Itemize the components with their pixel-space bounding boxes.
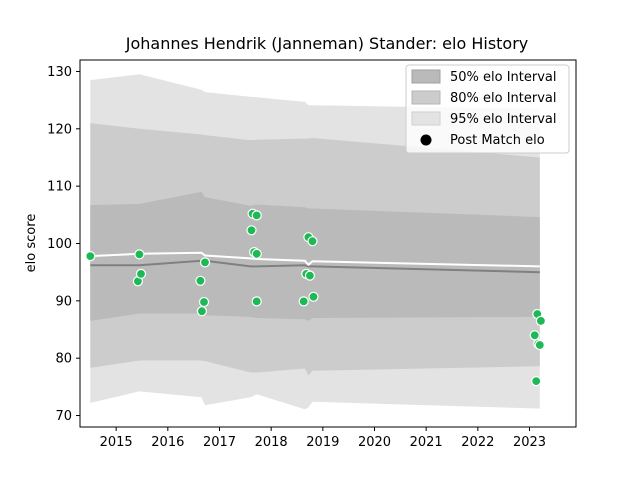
legend-label: 80% elo Interval xyxy=(450,91,557,106)
legend-label: 95% elo Interval xyxy=(450,112,557,127)
x-tick-label: 2015 xyxy=(100,435,133,450)
band-50-interval xyxy=(90,191,540,321)
legend-label: 50% elo Interval xyxy=(450,70,557,85)
legend-swatch-95 xyxy=(411,111,441,126)
post-match-elo-point xyxy=(85,251,96,262)
mean-elo-line xyxy=(90,259,540,274)
post-match-elo-point xyxy=(529,330,540,341)
legend-marker-post-match xyxy=(420,134,432,146)
chart-title: Johannes Hendrik (Janneman) Stander: elo… xyxy=(125,34,529,53)
post-match-elo-point xyxy=(195,275,206,286)
post-match-elo-point xyxy=(196,306,207,317)
post-match-elo-point xyxy=(135,268,147,279)
legend-box xyxy=(405,64,570,154)
post-match-elo-point xyxy=(535,315,547,326)
post-match-elo-point xyxy=(308,291,319,302)
post-match-elo-point xyxy=(531,376,542,387)
y-tick-label: 80 xyxy=(55,352,72,367)
post-match-elo-point xyxy=(134,249,145,260)
y-tick-label: 70 xyxy=(55,409,72,424)
x-tick-label: 2017 xyxy=(203,435,236,450)
y-tick-label: 120 xyxy=(47,122,72,137)
post-match-elo-point xyxy=(251,296,262,307)
legend-swatch-80 xyxy=(411,90,441,105)
post-match-elo-point xyxy=(298,296,309,307)
median-elo-line xyxy=(90,251,540,268)
y-tick-label: 110 xyxy=(47,180,72,195)
x-tick-label: 2016 xyxy=(151,435,184,450)
post-match-elo-point xyxy=(304,270,315,281)
post-match-elo-point xyxy=(246,225,257,236)
x-tick-label: 2023 xyxy=(513,435,546,450)
legend: 50% elo Interval 80% elo Interval 95% elo … xyxy=(405,64,570,154)
y-tick-label: 100 xyxy=(47,237,72,252)
x-tick-label: 2022 xyxy=(461,435,494,450)
post-match-elo-point xyxy=(199,257,211,268)
plot-area: 2015 2016 2017 2018 2019 2020 2021 2022 2023 70 80… xyxy=(47,59,577,450)
post-match-elo-point xyxy=(307,236,318,247)
x-tick-label: 2019 xyxy=(306,435,339,450)
x-tick-label: 2021 xyxy=(410,435,443,450)
post-match-elo-point xyxy=(534,339,545,351)
legend-label: Post Match elo xyxy=(450,133,545,148)
x-tick-label: 2018 xyxy=(255,435,288,450)
x-tick-label: 2020 xyxy=(358,435,391,450)
legend-swatch-50 xyxy=(411,69,441,84)
post-match-elo-point xyxy=(198,296,210,308)
post-match-elo-point xyxy=(251,210,262,221)
y-tick-label: 90 xyxy=(55,294,72,309)
post-match-elo-point xyxy=(251,248,262,259)
y-axis-label: elo score xyxy=(24,214,39,273)
y-tick-label: 130 xyxy=(47,65,72,80)
